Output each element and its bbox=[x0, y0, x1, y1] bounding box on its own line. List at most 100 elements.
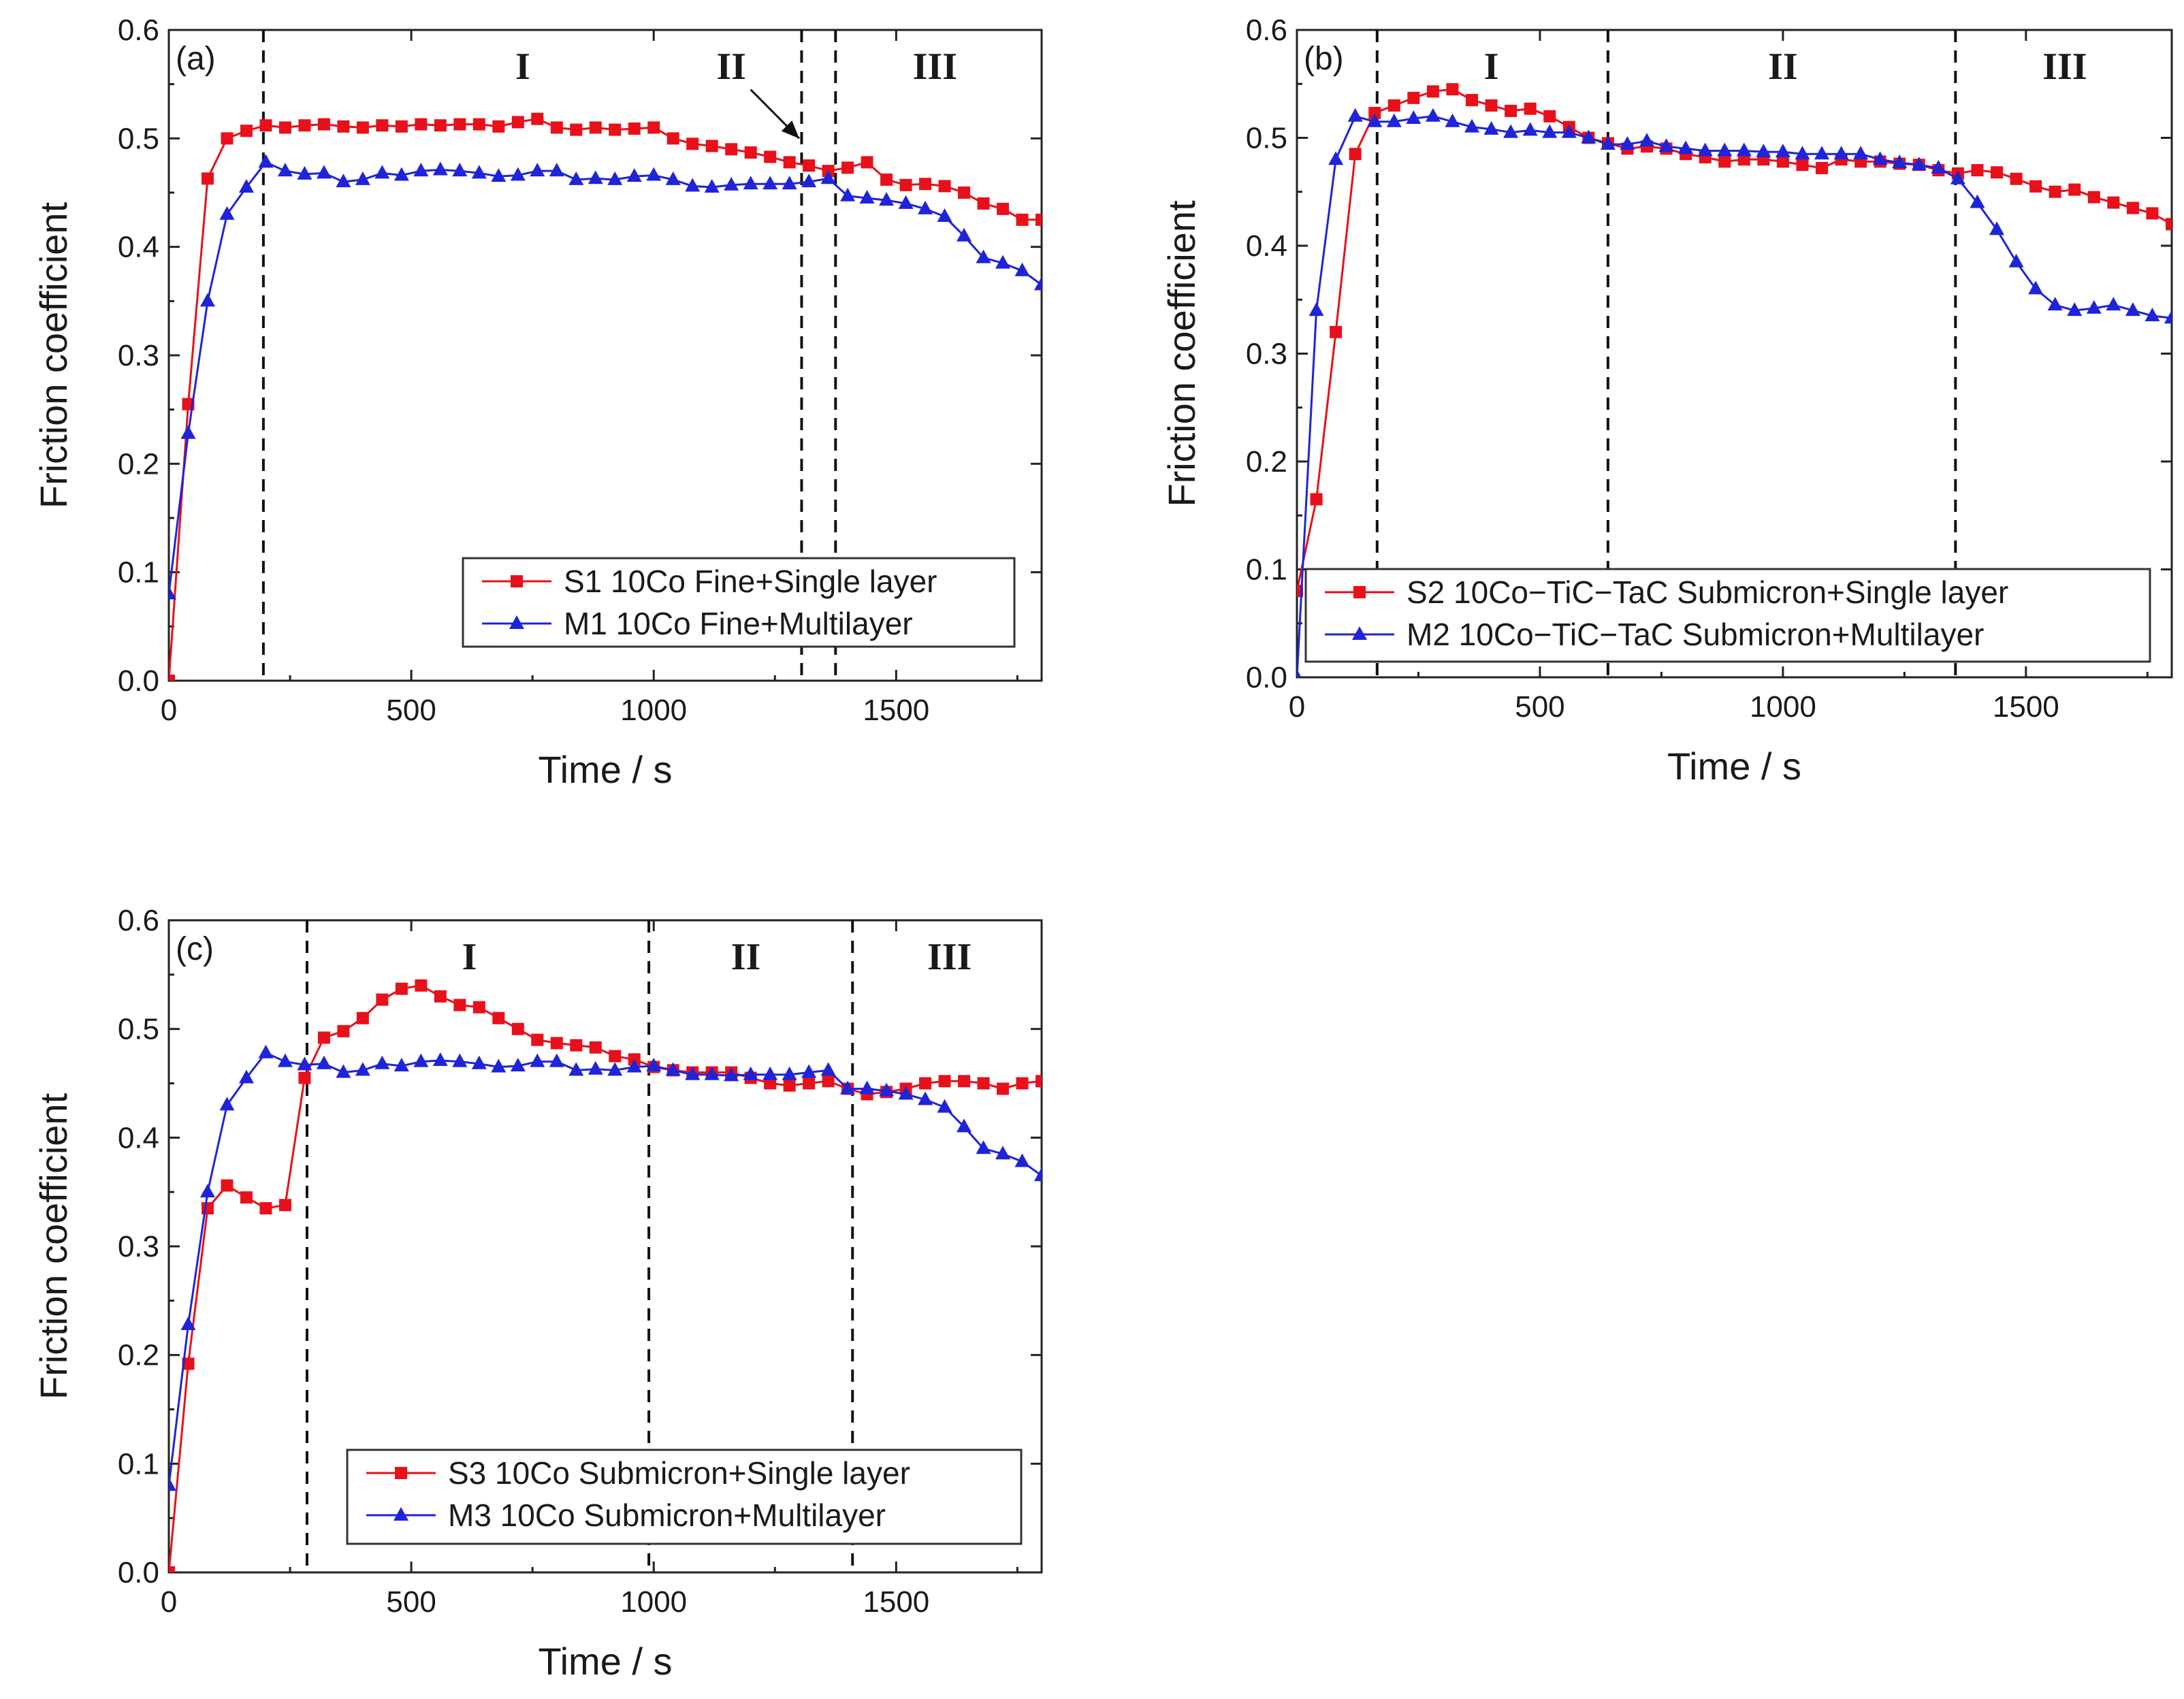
data-point-square bbox=[1485, 99, 1498, 112]
y-tick-label: 0.4 bbox=[1246, 229, 1287, 263]
series-line-2 bbox=[169, 161, 1042, 594]
data-point-triangle bbox=[199, 293, 215, 307]
data-point-triangle bbox=[762, 176, 778, 190]
data-point-triangle bbox=[2047, 297, 2063, 311]
y-tick-label: 0.6 bbox=[118, 14, 159, 47]
data-point-triangle bbox=[277, 163, 293, 177]
data-point-triangle bbox=[510, 167, 526, 181]
data-point-square bbox=[977, 197, 990, 210]
data-point-triangle bbox=[859, 189, 875, 204]
x-tick-label: 0 bbox=[1289, 690, 1305, 724]
data-point-triangle bbox=[1561, 124, 1577, 138]
data-point-square bbox=[1971, 164, 1984, 177]
y-tick-label: 0.6 bbox=[118, 904, 159, 937]
data-point-triangle bbox=[646, 167, 662, 181]
data-point-square bbox=[589, 121, 602, 134]
data-point-triangle bbox=[1386, 113, 1402, 127]
data-point-triangle bbox=[918, 200, 933, 214]
data-point-triangle bbox=[1620, 136, 1635, 150]
data-point-square bbox=[2068, 183, 2081, 196]
data-point-square bbox=[744, 146, 757, 159]
data-point-square bbox=[531, 112, 544, 125]
data-point-triangle bbox=[937, 1099, 952, 1113]
region-label: II bbox=[716, 46, 746, 88]
data-point-square bbox=[298, 119, 311, 132]
data-point-triangle bbox=[1717, 142, 1733, 157]
data-point-square bbox=[1407, 91, 1420, 104]
data-point-square bbox=[570, 123, 583, 136]
data-point-square bbox=[182, 1357, 195, 1370]
data-point-square bbox=[919, 178, 932, 191]
y-tick-label: 0.4 bbox=[118, 1121, 159, 1154]
data-point-square bbox=[1718, 155, 1731, 168]
data-point-triangle bbox=[2008, 253, 2024, 268]
data-point-triangle bbox=[995, 1146, 1011, 1160]
data-point-triangle bbox=[238, 1069, 254, 1084]
x-tick-label: 1500 bbox=[863, 694, 929, 727]
data-point-triangle bbox=[626, 168, 642, 182]
chart-panel-1: 0.0 0.1 0.2 0.3 0.4 0.5 0.6 0 500 1000 1500 Time / … bbox=[32, 14, 1043, 791]
data-point-square bbox=[278, 1199, 291, 1212]
data-point-triangle bbox=[1853, 146, 1869, 160]
x-tick-label: 1000 bbox=[1750, 690, 1816, 724]
y-tick-label: 0.1 bbox=[118, 1447, 159, 1480]
x-axis-title: Time / s bbox=[1667, 745, 1801, 788]
data-point-square bbox=[259, 1202, 272, 1215]
data-point-triangle bbox=[724, 1067, 739, 1082]
data-point-square bbox=[609, 1050, 622, 1063]
data-point-square bbox=[169, 675, 175, 681]
data-point-square bbox=[201, 172, 214, 185]
data-point-triangle bbox=[355, 1062, 370, 1076]
region-label: II bbox=[731, 936, 761, 978]
data-point-square bbox=[415, 979, 428, 992]
legend-marker-triangle bbox=[394, 1507, 408, 1521]
data-point-triangle bbox=[277, 1053, 293, 1067]
data-point-square bbox=[628, 122, 641, 135]
data-point-square bbox=[240, 1191, 253, 1204]
panel-label: (a) bbox=[176, 41, 216, 77]
series-line-1 bbox=[1297, 88, 2172, 592]
x-tick-label: 1500 bbox=[1993, 690, 2059, 724]
legend-marker-square bbox=[395, 1467, 407, 1479]
data-point-triangle bbox=[568, 171, 584, 185]
data-point-triangle bbox=[976, 1140, 991, 1154]
y-tick-label: 0.0 bbox=[118, 1556, 159, 1589]
series-line-1 bbox=[169, 118, 1042, 681]
data-point-triangle bbox=[549, 163, 564, 177]
data-point-triangle bbox=[840, 187, 856, 201]
data-point-square bbox=[472, 1001, 485, 1014]
data-point-square bbox=[705, 140, 718, 152]
data-point-triangle bbox=[452, 1053, 468, 1067]
y-tick-label: 0.2 bbox=[118, 1339, 159, 1372]
x-tick-label: 1000 bbox=[620, 1585, 687, 1619]
data-point-triangle bbox=[957, 1118, 972, 1133]
data-point-square bbox=[1505, 104, 1517, 117]
data-point-triangle bbox=[258, 1044, 274, 1058]
data-point-triangle bbox=[685, 178, 701, 192]
data-point-triangle bbox=[471, 165, 487, 179]
data-point-triangle bbox=[1308, 302, 1324, 317]
legend-label: M2 10Co−TiC−TaC Submicron+Multilayer bbox=[1407, 617, 1984, 652]
data-point-triangle bbox=[957, 227, 972, 242]
data-point-square bbox=[589, 1041, 602, 1054]
y-tick-label: 0.1 bbox=[118, 556, 159, 589]
data-point-square bbox=[822, 1075, 835, 1088]
data-point-triangle bbox=[219, 1097, 235, 1111]
data-point-square bbox=[169, 1566, 175, 1572]
data-point-triangle bbox=[2028, 280, 2044, 295]
data-point-triangle bbox=[1697, 142, 1713, 157]
legend-label: S3 10Co Submicron+Single layer bbox=[448, 1455, 910, 1491]
chart-panel-3: 0.0 0.1 0.2 0.3 0.4 0.5 0.6 0 500 1000 1500 Time / … bbox=[32, 904, 1043, 1683]
data-point-triangle bbox=[704, 179, 720, 193]
data-point-triangle bbox=[2145, 308, 2160, 322]
data-point-square bbox=[278, 121, 291, 134]
data-point-triangle bbox=[2067, 302, 2083, 317]
data-point-triangle bbox=[336, 174, 351, 188]
y-axis-title: Friction coefficient bbox=[1160, 200, 1203, 507]
data-point-square bbox=[511, 1022, 524, 1035]
data-point-square bbox=[919, 1077, 932, 1090]
data-point-triangle bbox=[1542, 124, 1558, 138]
data-point-triangle bbox=[820, 170, 836, 184]
series-line-1 bbox=[169, 984, 1042, 1572]
region-label: I bbox=[462, 936, 477, 978]
